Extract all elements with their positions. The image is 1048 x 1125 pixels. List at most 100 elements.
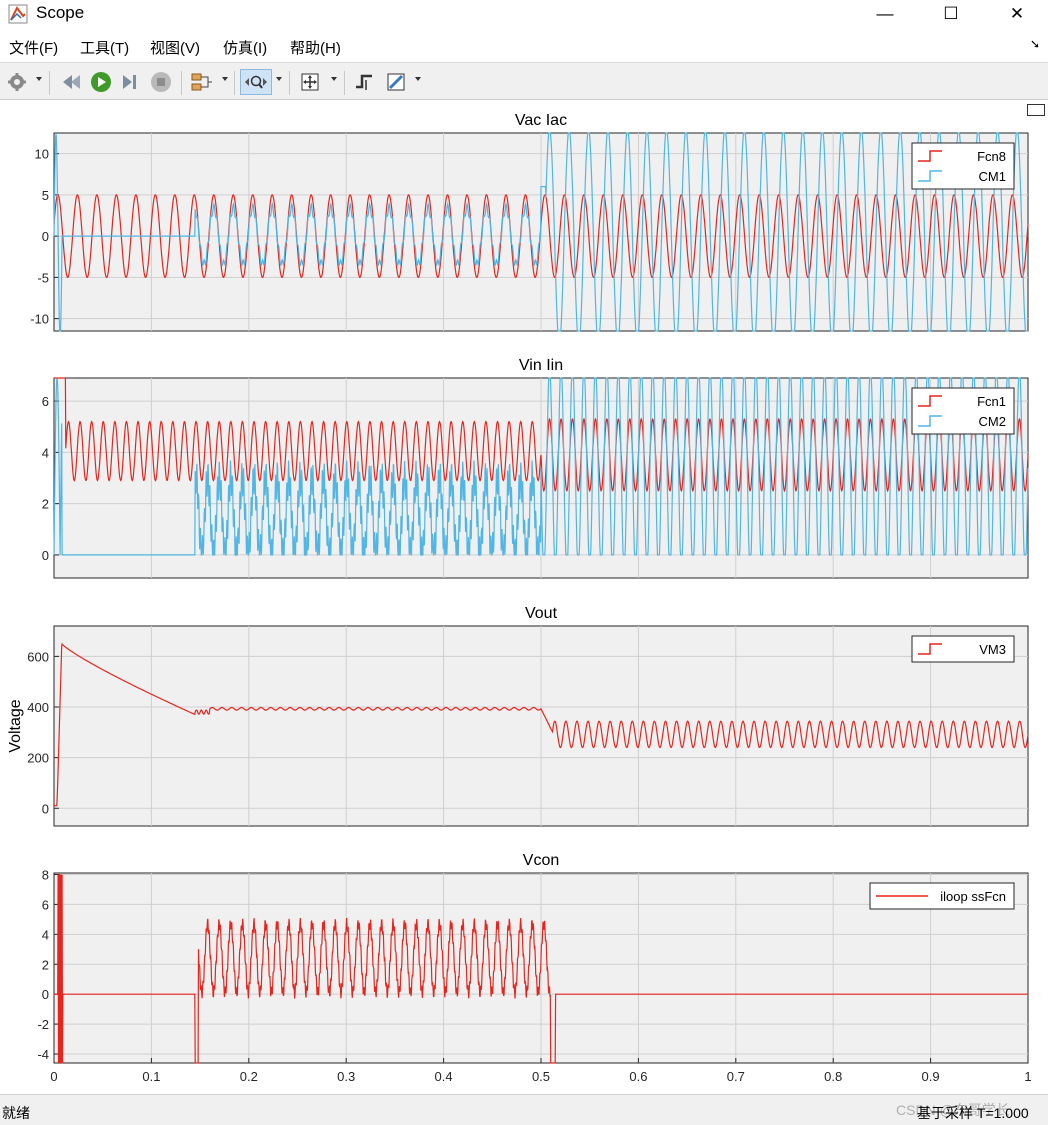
series-line-cm2	[53, 377, 1029, 557]
toolbar-separator	[49, 71, 50, 95]
step-back-button[interactable]	[58, 69, 84, 95]
series-line-iloop-ssfcn	[54, 873, 1028, 1064]
y-tick-label: 0	[42, 548, 49, 563]
measurement-icon	[387, 73, 405, 91]
series-line-fcn1	[54, 377, 1029, 493]
legend: iloop ssFcn	[869, 882, 1015, 910]
toolbar-separator	[344, 71, 345, 95]
y-tick-label: 10	[35, 147, 49, 162]
legend-swatch	[918, 395, 942, 407]
y-tick-label: 8	[42, 867, 49, 882]
legend-label: Fcn8	[977, 149, 1006, 164]
legend-label: iloop ssFcn	[940, 889, 1006, 904]
y-tick-label: 400	[27, 700, 49, 715]
plot-title: Vin Iin	[519, 357, 563, 374]
toolbar	[0, 62, 1048, 100]
settings-button[interactable]	[4, 69, 30, 95]
menu-file[interactable]: 文件(F)	[9, 40, 59, 57]
y-tick-label: 200	[27, 751, 49, 766]
y-tick-label: 4	[42, 927, 49, 942]
fit-view-icon	[301, 73, 319, 91]
status-sample-time: 基于采样 T=1.000	[917, 1105, 1029, 1121]
x-tick-label: 0.3	[337, 1069, 355, 1084]
y-tick-label: 5	[42, 188, 49, 203]
run-button[interactable]	[88, 69, 114, 95]
toolbar-separator	[234, 71, 235, 95]
y-axis-label: Voltage	[7, 699, 24, 752]
x-tick-label: 0.6	[629, 1069, 647, 1084]
zoom-icon	[245, 75, 267, 89]
legend-swatch	[918, 150, 942, 162]
x-tick-label: 0.4	[435, 1069, 453, 1084]
close-button[interactable]: ✕	[1009, 4, 1025, 23]
y-tick-label: 0	[42, 987, 49, 1002]
plot-2: 0 200 400 600 Vout Voltage VM3	[7, 605, 1029, 827]
status-ready: 就绪	[2, 1105, 30, 1121]
menu-tools[interactable]: 工具(T)	[80, 40, 130, 57]
legend: VM3	[911, 635, 1015, 663]
y-tick-label: 2	[42, 957, 49, 972]
legend-label: CM1	[979, 169, 1006, 184]
y-tick-label: -5	[37, 270, 49, 285]
legend-label: CM2	[979, 414, 1006, 429]
stop-icon	[151, 72, 171, 92]
signal-dropdown-icon[interactable]	[222, 77, 228, 81]
step-forward-icon	[123, 75, 136, 89]
signal-select-icon	[191, 73, 212, 91]
x-tick-label: 0.9	[922, 1069, 940, 1084]
fit-view-button[interactable]	[296, 69, 324, 95]
legend-box	[911, 635, 1015, 663]
toolbar-separator	[181, 71, 182, 95]
legend: Fcn8 CM1	[911, 142, 1015, 190]
maximize-button[interactable]: ☐	[943, 4, 959, 23]
settings-dropdown-icon[interactable]	[36, 77, 42, 81]
legend-swatch	[918, 415, 942, 427]
y-tick-label: 600	[27, 649, 49, 664]
series-line-vm3	[54, 642, 1029, 807]
y-tick-label: 6	[42, 897, 49, 912]
legend-label: Fcn1	[977, 394, 1006, 409]
fit-view-dropdown-icon[interactable]	[331, 77, 337, 81]
plot-0: -10 -5 0 5 10 Vac Iac Fcn8 CM1	[30, 112, 1029, 332]
triggers-button[interactable]	[350, 69, 378, 95]
stop-button[interactable]	[148, 69, 174, 95]
menu-help[interactable]: 帮助(H)	[290, 40, 341, 57]
x-tick-label: 1	[1024, 1069, 1031, 1084]
matlab-icon	[8, 4, 28, 24]
x-tick-label: 0.5	[532, 1069, 550, 1084]
measurement-button[interactable]	[382, 69, 410, 95]
status-bar: 就绪 CSDN @东哥学长 基于采样 T=1.000	[0, 1094, 1048, 1125]
step-forward-button[interactable]	[118, 69, 144, 95]
x-tick-label: 0.8	[824, 1069, 842, 1084]
series-line-cm1	[53, 132, 1028, 332]
undock-icon[interactable]	[1027, 104, 1045, 116]
y-tick-label: -10	[30, 312, 49, 327]
x-tick-label: 0.7	[727, 1069, 745, 1084]
y-tick-label: 6	[42, 394, 49, 409]
y-tick-label: 0	[42, 229, 49, 244]
y-tick-label: 4	[42, 445, 49, 460]
legend-swatch	[918, 643, 942, 655]
measurement-dropdown-icon[interactable]	[415, 77, 421, 81]
y-tick-label: -2	[37, 1017, 49, 1032]
dock-arrow-icon[interactable]: ➘	[1030, 37, 1041, 51]
x-tick-label: 0.2	[240, 1069, 258, 1084]
plot-title: Vcon	[523, 852, 559, 869]
plot-title: Vout	[525, 605, 558, 622]
zoom-dropdown-icon[interactable]	[276, 77, 282, 81]
zoom-button[interactable]	[240, 69, 272, 95]
y-tick-label: -4	[37, 1047, 49, 1062]
title-bar: Scope — ☐ ✕	[0, 0, 1048, 28]
legend-swatch	[918, 170, 942, 182]
triggers-icon	[356, 74, 372, 90]
menu-bar: 文件(F) 工具(T) 视图(V) 仿真(I) 帮助(H) ➘	[0, 28, 1048, 62]
x-tick-label: 0.1	[142, 1069, 160, 1084]
window-title: Scope	[36, 3, 85, 22]
signal-select-button[interactable]	[188, 69, 216, 95]
plot-1: 0 2 4 6 Vin Iin Fcn1 CM2	[42, 357, 1029, 579]
menu-view[interactable]: 视图(V)	[150, 40, 200, 57]
y-tick-label: 0	[42, 801, 49, 816]
minimize-button[interactable]: —	[876, 4, 894, 23]
menu-simulation[interactable]: 仿真(I)	[223, 40, 268, 57]
